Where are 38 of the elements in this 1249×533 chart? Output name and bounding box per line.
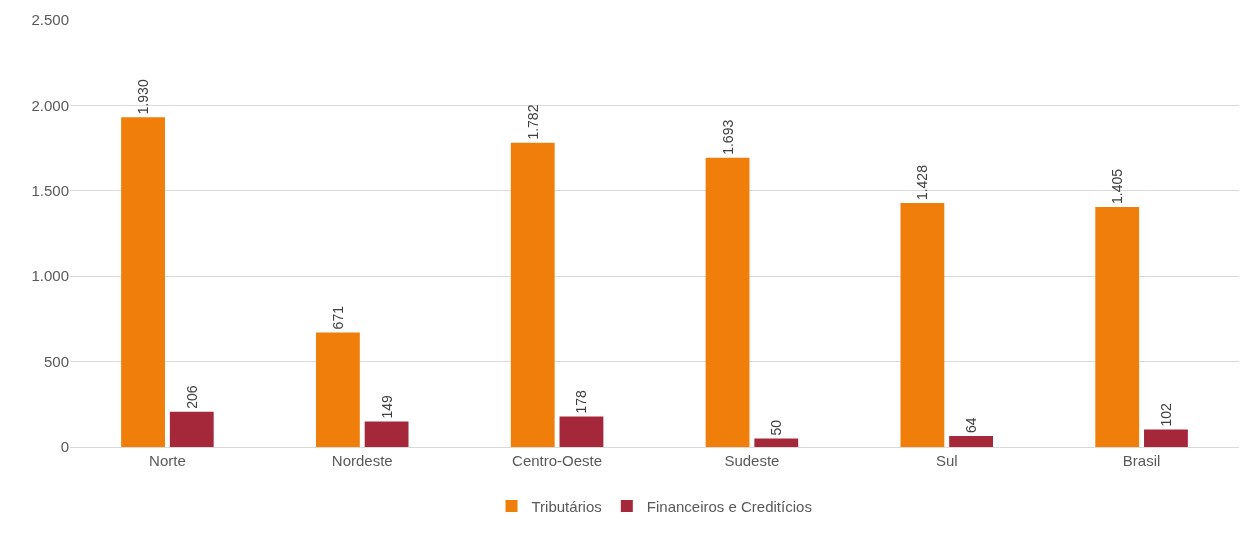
y-tick-label: 1.500 bbox=[31, 182, 69, 200]
bar bbox=[169, 411, 214, 447]
y-tick-label: 2.000 bbox=[31, 96, 69, 114]
bar bbox=[559, 416, 604, 447]
x-tick-label: Sudeste bbox=[724, 452, 780, 469]
bar bbox=[705, 157, 750, 447]
x-tick-label: Sul bbox=[935, 452, 958, 469]
legend-label: Tributários bbox=[531, 497, 602, 515]
y-tick-label: 1.000 bbox=[31, 267, 69, 285]
bar bbox=[900, 203, 945, 447]
data-label: 102 bbox=[1157, 403, 1174, 427]
data-label: 149 bbox=[378, 394, 395, 419]
bar bbox=[949, 436, 994, 447]
data-label: 1.405 bbox=[1109, 168, 1126, 205]
bar bbox=[510, 142, 555, 447]
bar bbox=[315, 332, 360, 447]
data-label: 1.782 bbox=[524, 104, 541, 140]
x-tick-label: Nordeste bbox=[331, 452, 393, 469]
data-label: 64 bbox=[963, 417, 980, 434]
bar bbox=[364, 421, 409, 447]
y-tick-label: 2.500 bbox=[31, 11, 69, 29]
y-tick-label: 0 bbox=[60, 438, 69, 456]
bar bbox=[121, 117, 165, 447]
legend-label: Financeiros e Creditícios bbox=[646, 497, 812, 515]
x-tick-label: Brasil bbox=[1122, 452, 1161, 469]
data-label: 1.930 bbox=[135, 79, 152, 115]
data-label: 50 bbox=[768, 419, 785, 436]
data-label: 178 bbox=[573, 390, 590, 414]
bar bbox=[1095, 207, 1140, 447]
data-label: 206 bbox=[183, 385, 200, 409]
x-tick-label: Norte bbox=[149, 452, 186, 469]
bar bbox=[1144, 429, 1188, 447]
data-label: 671 bbox=[329, 305, 346, 330]
data-label: 1.428 bbox=[914, 164, 931, 201]
bar bbox=[754, 438, 799, 447]
data-label: 1.693 bbox=[719, 119, 736, 155]
x-tick-label: Centro-Oeste bbox=[512, 452, 603, 469]
y-tick-label: 500 bbox=[43, 352, 69, 370]
